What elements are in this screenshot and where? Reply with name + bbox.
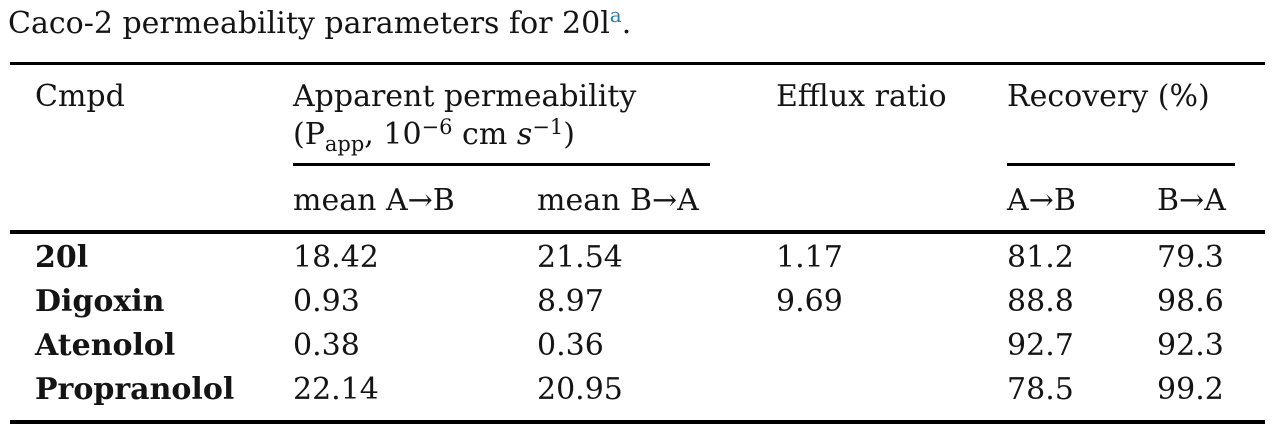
- papp-s-exponent: −1: [532, 115, 564, 139]
- cell-recovery-a-to-b: 81.2: [1007, 239, 1074, 275]
- table-caption: Caco-2 permeability parameters for 20la.: [8, 2, 631, 48]
- col-subheader-recovery-b-to-a: B→A: [1157, 165, 1266, 234]
- cell-mean-a-to-b: 18.42: [293, 239, 379, 275]
- table-row: Digoxin 0.93 8.97 9.69 88.8 98.6: [10, 280, 1265, 324]
- cell-mean-b-to-a: 8.97: [537, 283, 604, 319]
- table-row: 20l 18.42 21.54 1.17 81.2 79.3: [10, 232, 1265, 280]
- cell-efflux-ratio: 1.17: [776, 239, 843, 275]
- caption-period: .: [621, 6, 632, 41]
- papp-prefix: (P: [293, 117, 325, 152]
- cell-mean-b-to-a: 0.36: [537, 327, 604, 363]
- caption-text: Caco-2 permeability parameters for 20l: [8, 6, 610, 41]
- cell-recovery-b-to-a: 99.2: [1157, 371, 1224, 407]
- cell-compound: Atenolol: [35, 327, 176, 363]
- cell-mean-a-to-b: 0.38: [293, 327, 360, 363]
- cell-mean-a-to-b: 22.14: [293, 371, 379, 407]
- table-row: Propranolol 22.14 20.95 78.5 99.2: [10, 368, 1265, 422]
- cell-mean-b-to-a: 20.95: [537, 371, 623, 407]
- recovery-label: Recovery (%): [1007, 79, 1210, 114]
- cell-efflux-ratio: [776, 368, 1007, 422]
- papp-suffix: ): [563, 117, 575, 152]
- col-header-cmpd: Cmpd: [10, 63, 293, 234]
- caco2-permeability-table: Cmpd Apparent permeability (Papp, 10−6 c…: [10, 62, 1266, 424]
- papp-unit-cm: cm: [452, 117, 517, 152]
- cell-recovery-b-to-a: 92.3: [1157, 327, 1224, 363]
- cell-recovery-a-to-b: 88.8: [1007, 283, 1074, 319]
- col-header-efflux-ratio: Efflux ratio: [776, 63, 1008, 234]
- header-sub-row: mean A→B mean B→A A→B B→A: [10, 165, 1266, 234]
- cell-recovery-b-to-a: 98.6: [1157, 283, 1224, 319]
- cell-compound: 20l: [35, 239, 89, 275]
- cell-recovery-b-to-a: 79.3: [1157, 239, 1224, 275]
- papp-units: (Papp, 10−6 cm s−1): [293, 115, 575, 156]
- col-subheader-mean-b-to-a: mean B→A: [537, 165, 777, 234]
- cell-mean-b-to-a: 21.54: [537, 239, 623, 275]
- col-header-apparent-permeability: Apparent permeability (Papp, 10−6 cm s−1…: [293, 64, 776, 166]
- cell-compound: Digoxin: [35, 283, 165, 319]
- papp-subscript: app: [324, 132, 365, 156]
- footnote-link[interactable]: a: [609, 3, 622, 27]
- cell-recovery-a-to-b: 92.7: [1007, 327, 1074, 363]
- table-row: Atenolol 0.38 0.36 92.7 92.3: [10, 324, 1265, 368]
- col-header-recovery: Recovery (%): [1007, 64, 1265, 166]
- col-subheader-recovery-a-to-b: A→B: [1007, 165, 1158, 234]
- papp-exponent: −6: [421, 115, 453, 139]
- cell-compound: Propranolol: [35, 371, 235, 407]
- table-header: Cmpd Apparent permeability (Papp, 10−6 c…: [10, 63, 1266, 234]
- cell-efflux-ratio: [776, 324, 1007, 368]
- cell-recovery-a-to-b: 78.5: [1007, 371, 1074, 407]
- cell-mean-a-to-b: 0.93: [293, 283, 360, 319]
- table-body: 20l 18.42 21.54 1.17 81.2 79.3 Digoxin 0…: [10, 232, 1265, 422]
- col-subheader-mean-a-to-b: mean A→B: [293, 165, 537, 234]
- papp-mid: , 10: [364, 117, 422, 152]
- header-group-row: Cmpd Apparent permeability (Papp, 10−6 c…: [10, 63, 1265, 234]
- cell-efflux-ratio: 9.69: [776, 283, 843, 319]
- apparent-permeability-label: Apparent permeability: [293, 79, 637, 114]
- papp-unit-s: s: [516, 117, 533, 152]
